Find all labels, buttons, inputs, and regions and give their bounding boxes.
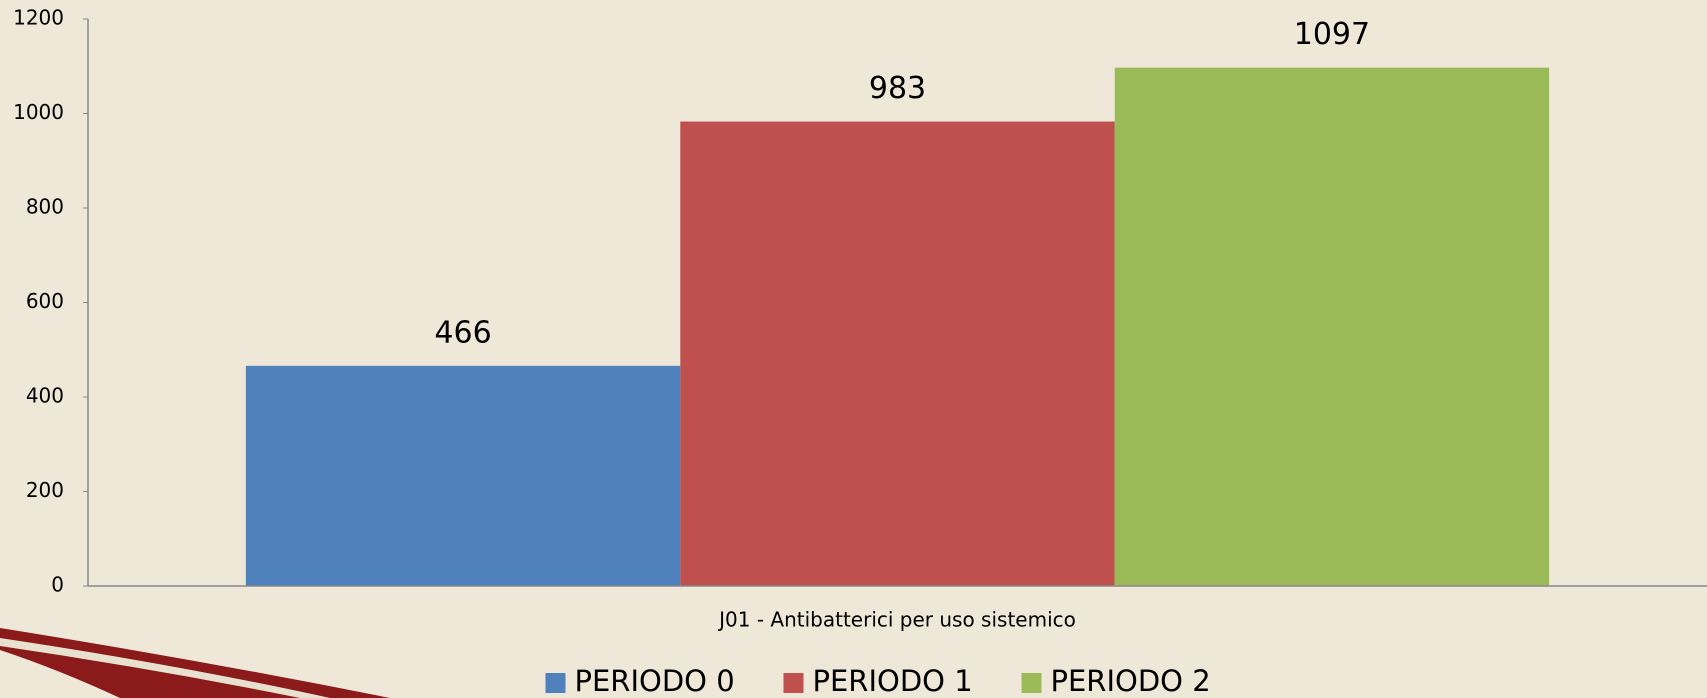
legend-label: PERIODO 2 bbox=[1051, 664, 1211, 698]
bar bbox=[1115, 68, 1549, 586]
y-tick-label: 0 bbox=[51, 573, 64, 597]
x-tick-label: J01 - Antibatterici per uso sistemico bbox=[717, 608, 1076, 632]
y-tick-label: 600 bbox=[26, 289, 64, 313]
page: {"chart_data": {"type": "bar", "categori… bbox=[0, 0, 1707, 698]
legend-swatch bbox=[546, 673, 566, 693]
data-label: 466 bbox=[434, 315, 491, 350]
y-tick-label: 800 bbox=[26, 195, 64, 219]
legend-label: PERIODO 0 bbox=[575, 664, 735, 698]
y-tick-label: 200 bbox=[26, 478, 64, 502]
bar bbox=[246, 366, 680, 586]
chart: 0 200 400 600 800 1000 1200 466 983 1097 J01 - Ant… bbox=[0, 0, 1707, 698]
y-tick-label: 1000 bbox=[13, 100, 64, 124]
y-tick-label: 1200 bbox=[13, 6, 64, 30]
legend-label: PERIODO 1 bbox=[813, 664, 973, 698]
legend-swatch bbox=[1022, 673, 1042, 693]
y-tick-label: 400 bbox=[26, 384, 64, 408]
bar bbox=[680, 122, 1114, 586]
legend-swatch bbox=[784, 673, 804, 693]
data-label: 983 bbox=[869, 71, 926, 106]
data-label: 1097 bbox=[1294, 17, 1370, 52]
